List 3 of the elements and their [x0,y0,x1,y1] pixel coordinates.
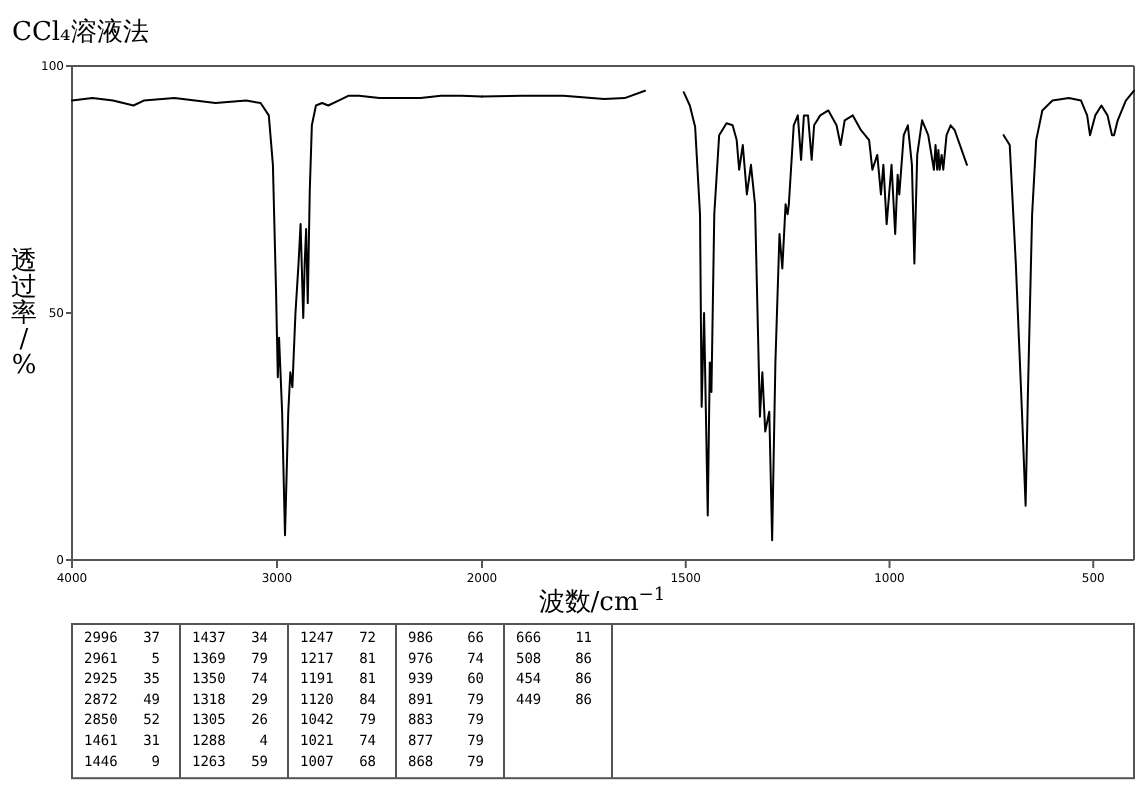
x-axis-title: 波数/cm$^{−1}$ [538,586,666,618]
chart-title: CCl₄溶液法 [12,16,149,48]
y-axis-title: 透过率/% [11,247,37,381]
